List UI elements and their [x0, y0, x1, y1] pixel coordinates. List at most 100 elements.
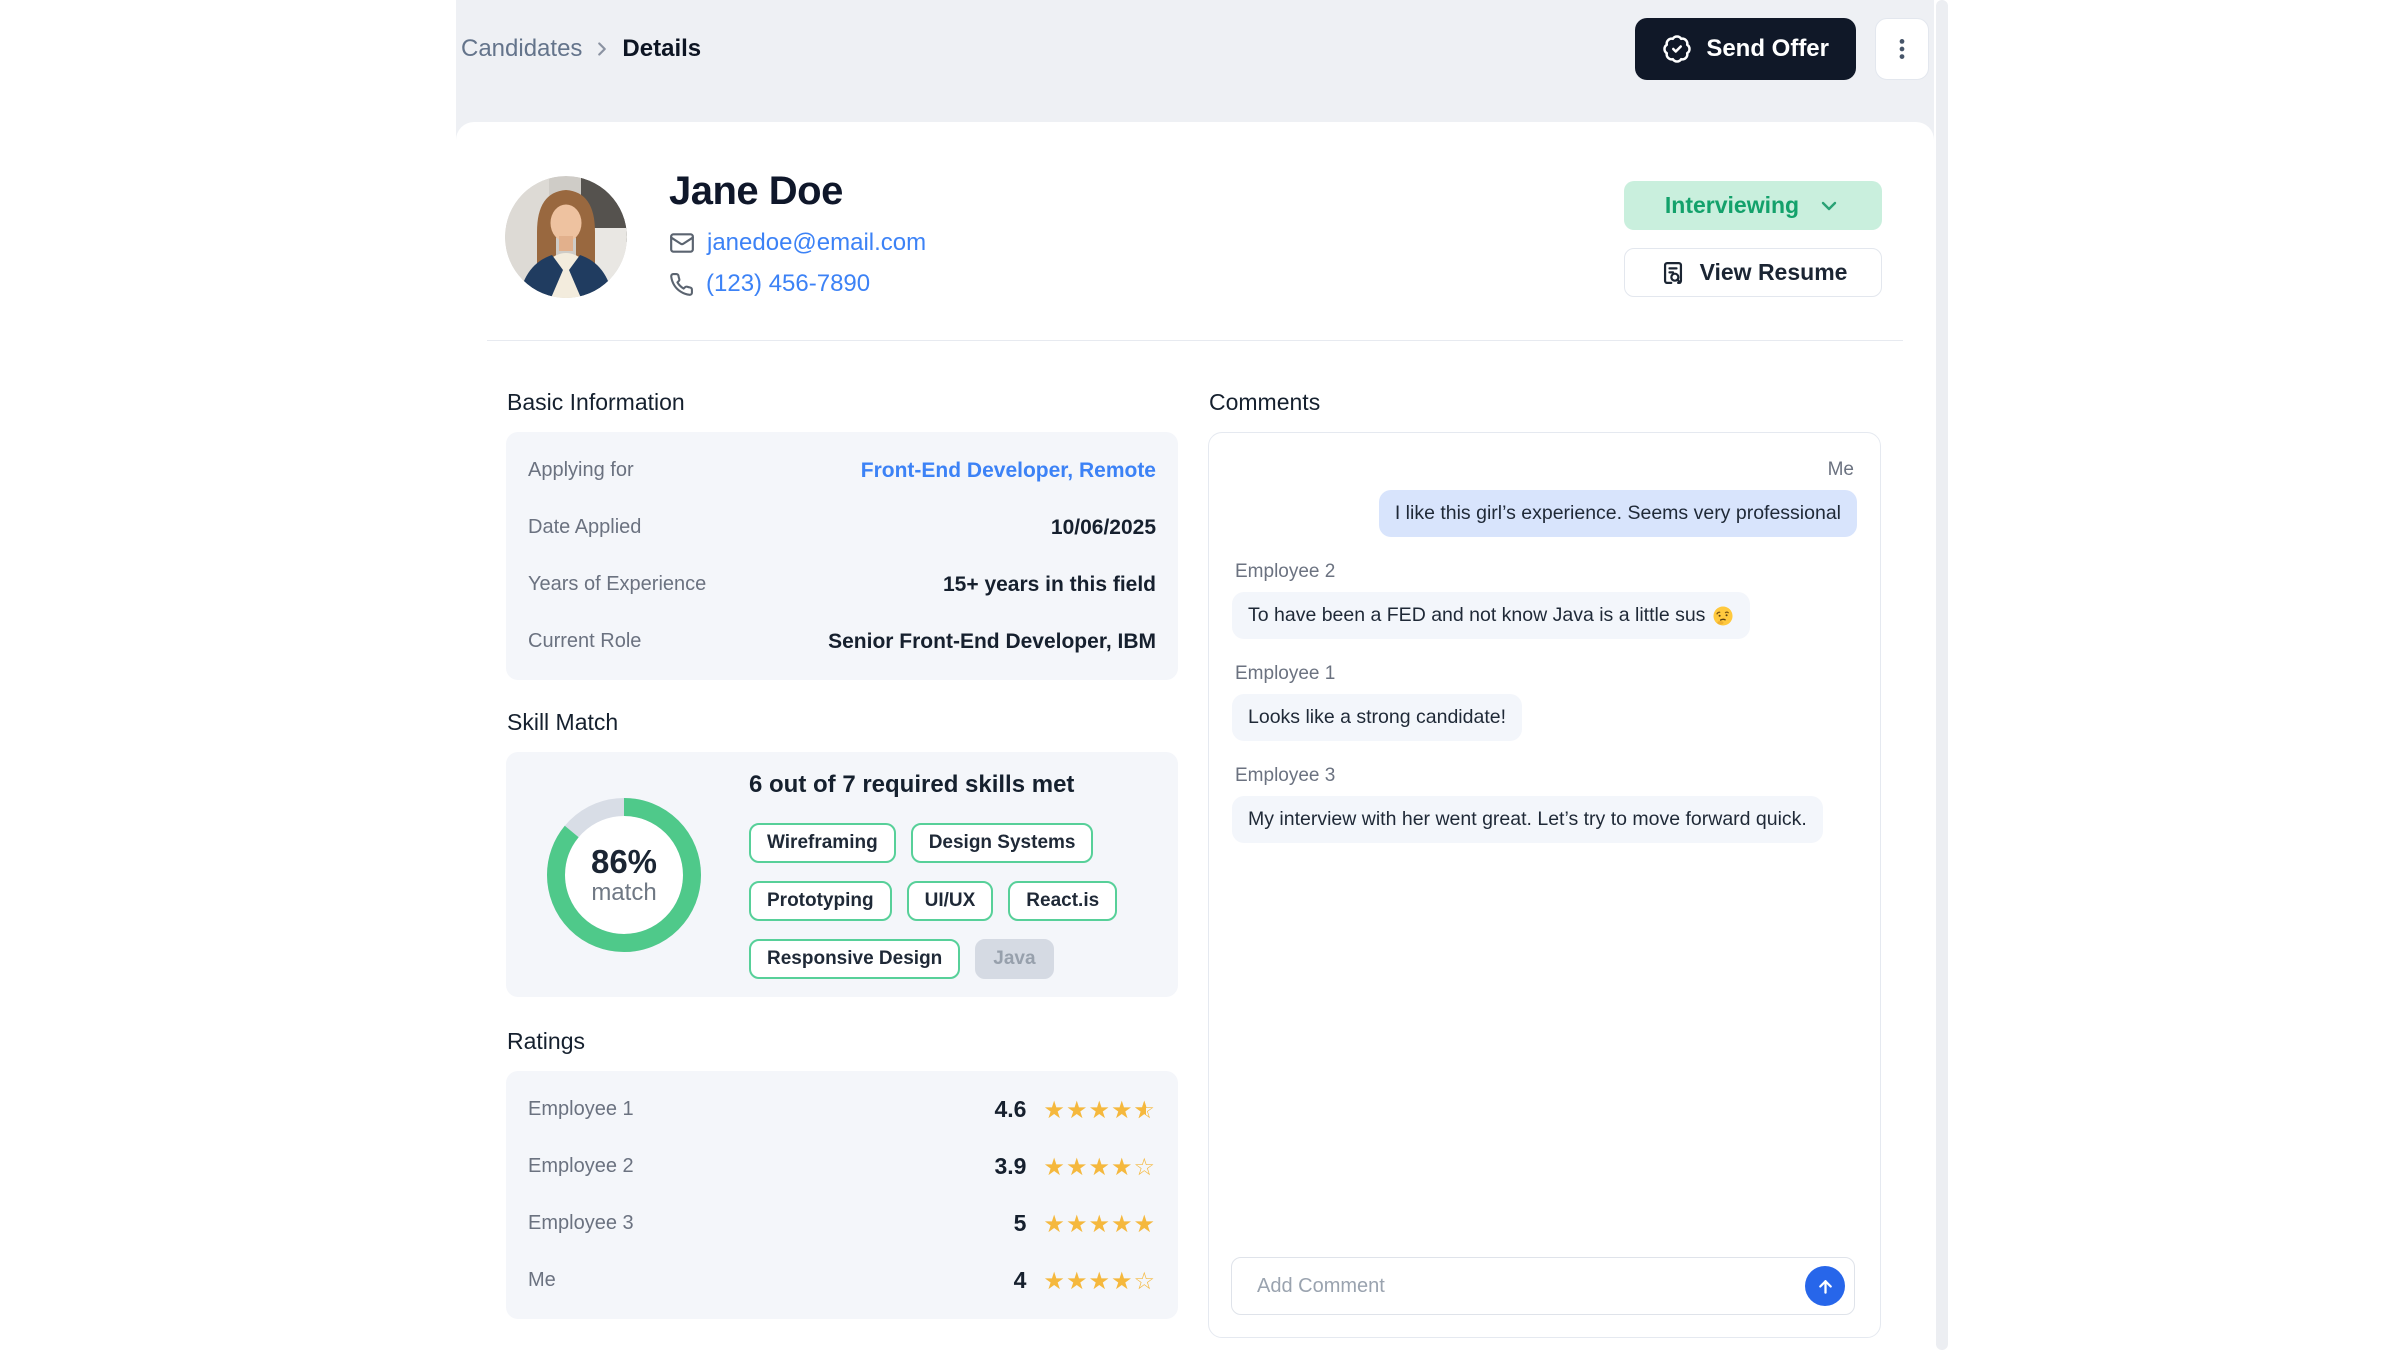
comment-bubble: Looks like a strong candidate! [1232, 694, 1522, 741]
kebab-menu-icon [1889, 36, 1915, 62]
skill-match-title: Skill Match [507, 709, 619, 735]
info-value: 10/06/2025 [1050, 515, 1156, 539]
skill-chip: Java [975, 938, 1054, 979]
header-divider [487, 340, 1903, 341]
skill-chips: Wireframing Design Systems Prototyping UI/U… [749, 822, 1178, 979]
view-resume-label: View Resume [1699, 259, 1848, 285]
breadcrumb: Candidates Details [461, 35, 701, 63]
comment: Employee 2 To have been a FED and not kn… [1232, 561, 1857, 639]
comment-text: Looks like a strong candidate! [1248, 706, 1506, 728]
skills-met-headline: 6 out of 7 required skills met [749, 770, 1075, 798]
comment-text: To have been a FED and not know Java is … [1248, 604, 1706, 626]
comment-author: Employee 2 [1235, 561, 1336, 582]
rating-stars: ★★★★☆ ★ [1043, 1095, 1156, 1124]
candidate-phone-link[interactable]: (123) 456-7890 [669, 270, 926, 298]
info-label: Years of Experience [528, 573, 707, 595]
send-offer-label: Send Offer [1706, 35, 1829, 62]
rater-name: Me [528, 1269, 556, 1291]
skill-chip: React.is [1008, 880, 1118, 921]
rating-stars: ★★★★☆ [1043, 1152, 1156, 1181]
file-search-icon [1659, 259, 1687, 287]
more-options-button[interactable] [1875, 18, 1929, 80]
match-percent: 86% [590, 842, 658, 880]
add-comment-input[interactable] [1255, 1273, 1805, 1299]
skill-chip: Responsive Design [749, 938, 961, 979]
comment: Me I like this girl’s experience. Seems … [1232, 459, 1857, 537]
info-value: 15+ years in this field [942, 572, 1156, 596]
comment-bubble: My interview with her went great. Let’s … [1232, 796, 1823, 843]
skill-chip: Design Systems [910, 822, 1094, 863]
skill-chip: Prototyping [749, 880, 892, 921]
comment-text: I like this girl’s experience. Seems ver… [1394, 502, 1841, 524]
rating-row: Employee 2 3.9 ★★★★☆ [528, 1138, 1156, 1195]
add-comment-bar [1231, 1257, 1855, 1315]
info-label: Date Applied [528, 516, 642, 538]
view-resume-button[interactable]: View Resume [1624, 248, 1882, 297]
badge-check-icon [1662, 34, 1692, 64]
rater-name: Employee 1 [528, 1098, 634, 1120]
profile-actions: Interviewing View Resume [1624, 181, 1882, 297]
rating-stars: ★★★★★ [1043, 1209, 1156, 1238]
rater-name: Employee 2 [528, 1155, 634, 1177]
comment-author: Me [1827, 459, 1854, 480]
phone-icon [669, 272, 694, 297]
send-comment-button[interactable] [1805, 1266, 1845, 1306]
chevron-right-icon [591, 38, 613, 60]
comments-title: Comments [1209, 389, 1321, 415]
comment: Employee 3 My interview with her went gr… [1232, 765, 1857, 843]
comment-bubble: I like this girl’s experience. Seems ver… [1378, 490, 1857, 537]
right-column: Comments Me I like this girl’s experienc… [1208, 388, 1881, 1338]
rating-row: Me 4 ★★★★☆ [528, 1252, 1156, 1309]
breadcrumb-details: Details [622, 35, 702, 62]
topbar-actions: Send Offer [1635, 18, 1929, 80]
info-label: Current Role [528, 630, 642, 652]
applying-for-link[interactable]: Front-End Developer, Remote [860, 458, 1156, 482]
info-value: Senior Front-End Developer, IBM [828, 629, 1156, 653]
comment-author: Employee 1 [1235, 663, 1336, 684]
profile-info: Jane Doe janedoe@email.com ( [669, 168, 926, 298]
info-row: Applying for Front-End Developer, Remote [528, 442, 1156, 499]
status-dropdown[interactable]: Interviewing [1624, 181, 1882, 230]
rating-value: 5 [1013, 1210, 1027, 1236]
match-sublabel: match [591, 878, 657, 906]
chevron-down-icon [1817, 194, 1841, 218]
left-column: Basic Information Applying for Front-End… [506, 388, 1178, 1338]
comments-card: Me I like this girl’s experience. Seems … [1208, 432, 1881, 1338]
candidate-name: Jane Doe [669, 169, 843, 213]
candidate-card: Jane Doe janedoe@email.com ( [456, 122, 1934, 1350]
rater-name: Employee 3 [528, 1212, 634, 1234]
info-label: Applying for [528, 459, 634, 481]
comment-bubble: To have been a FED and not know Java is … [1232, 592, 1751, 639]
candidate-avatar [505, 176, 627, 298]
rating-value: 3.9 [994, 1153, 1027, 1179]
ratings-title: Ratings [507, 1028, 585, 1054]
info-row: Years of Experience 15+ years in this fi… [528, 556, 1156, 613]
rating-row: Employee 1 4.6 ★★★★☆ ★ [528, 1081, 1156, 1138]
top-bar: Candidates Details Send Offer [456, 0, 1934, 98]
detail-body: Basic Information Applying for Front-End… [456, 341, 1934, 1338]
info-row: Date Applied 10/06/2025 [528, 499, 1156, 556]
skill-chip: UI/UX [906, 880, 994, 921]
send-offer-button[interactable]: Send Offer [1635, 18, 1856, 80]
candidate-email-link[interactable]: janedoe@email.com [669, 229, 926, 257]
comment-thread: Me I like this girl’s experience. Seems … [1232, 459, 1857, 843]
rating-value: 4.6 [994, 1096, 1027, 1122]
arrow-up-icon [1815, 1276, 1836, 1297]
thinking-face-emoji [1713, 606, 1733, 626]
page-scrollbar[interactable] [1936, 0, 1948, 1350]
candidate-email: janedoe@email.com [707, 229, 927, 256]
ratings-card: Employee 1 4.6 ★★★★☆ ★ Employee 2 3.9 ★★★… [506, 1071, 1178, 1319]
candidate-phone: (123) 456-7890 [706, 270, 871, 297]
basic-info-card: Applying for Front-End Developer, Remote… [506, 432, 1178, 680]
mail-icon [669, 230, 695, 256]
profile-header: Jane Doe janedoe@email.com ( [456, 122, 1934, 298]
info-row: Current Role Senior Front-End Developer,… [528, 613, 1156, 670]
breadcrumb-candidates[interactable]: Candidates [461, 35, 583, 62]
status-label: Interviewing [1664, 192, 1800, 218]
skill-match-donut: 86% match [546, 797, 702, 953]
basic-info-title: Basic Information [507, 389, 685, 415]
rating-stars: ★★★★☆ [1043, 1266, 1156, 1295]
comment-text: My interview with her went great. Let’s … [1248, 808, 1807, 830]
skill-chip: Wireframing [749, 822, 896, 863]
